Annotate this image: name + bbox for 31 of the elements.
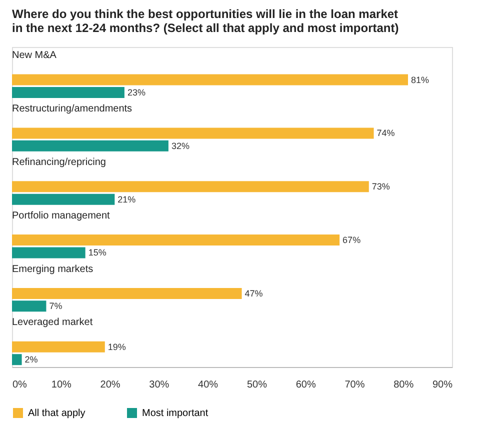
x-tick-label: 10% [51,380,72,390]
data-label: 73% [372,182,390,192]
data-label: 67% [342,235,361,246]
legend-label: All that apply [28,408,86,419]
x-tick-label: 30% [149,380,170,390]
data-label: 19% [108,342,126,352]
y-tick-label: Portfolio management [12,210,110,222]
y-tick-label: New M&A [12,50,57,62]
data-label: 23% [127,87,146,98]
y-tick-label: Restructuring/amendments [12,103,132,114]
data-label: 74% [376,128,395,138]
y-tick-label: Emerging markets [12,264,94,275]
data-label: 47% [244,288,263,298]
x-tick-label: 40% [198,380,218,390]
chart-title: Where do you think the best opportunities will lie in the loan market in the next 12-24 months? (Select all that apply and most important) [12,7,399,35]
data-label: 7% [49,301,62,312]
x-tick-label: 20% [100,380,120,390]
data-label: 15% [88,248,106,258]
data-label: 21% [118,194,136,204]
x-tick-label: 70% [344,380,365,390]
x-tick-label: 80% [394,380,414,390]
x-tick-label: 60% [296,380,316,390]
y-tick-label: Refinancing/repricing [12,156,106,168]
x-tick-label: 90% [432,380,453,390]
x-tick-label: 0% [12,380,28,390]
x-tick-label: 50% [246,380,268,390]
y-tick-label: Leveraged market [12,317,93,328]
data-label: 32% [171,140,190,151]
legend-label: Most important [142,408,208,419]
data-label: 81% [411,74,430,85]
data-label: 2% [24,354,38,365]
